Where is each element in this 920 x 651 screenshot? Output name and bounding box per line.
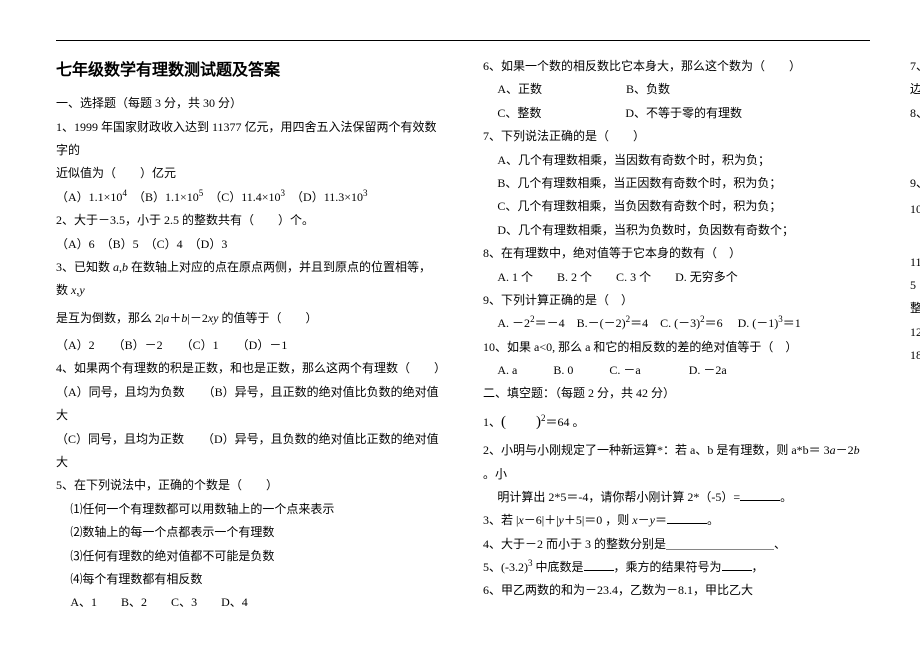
q7-d: D、几个有理数相乘，当积为负数时，负因数有奇数个； <box>483 219 870 242</box>
q5-1: ⑴任何一个有理数都可以用数轴上的一个点来表示 <box>56 498 443 521</box>
q7-b: B、几个有理数相乘，当正因数有奇数个时，积为负； <box>483 172 870 195</box>
document-title: 七年级数学有理数测试题及答案 <box>56 55 443 86</box>
q5-2: ⑵数轴上的每一个点都表示一个有理数 <box>56 521 443 544</box>
q9: 9、下列计算正确的是（ ） <box>483 289 870 312</box>
q5-4: ⑷每个有理数都有相反数 <box>56 568 443 591</box>
q6-a: A、正数 B、负数 <box>483 78 870 101</box>
fill-7: 7、在数轴上表示两个数，的数总比的大。（用"左边""右边"填空） <box>910 55 920 102</box>
q4-a: （A）同号，且均为负数 （B）异号，且正数的绝对值比负数的绝对值大 <box>56 381 443 428</box>
blank <box>667 512 707 524</box>
q6: 6、如果一个数的相反数比它本身大，那么这个数为（ ） <box>483 55 870 78</box>
q4: 4、如果两个有理数的积是正数，和也是正数，那么这两个有理数（ ） <box>56 357 443 380</box>
q4-b: （C）同号，且均为正数 （D）异号，且负数的绝对值比正数的绝对值大 <box>56 428 443 475</box>
fill-2-line2: 明计算出 2*5＝-4，请你帮小刚计算 2*（-5）=。 <box>483 486 870 509</box>
fill-3: 3、若 |x－6|＋|y＋5|＝0 ，则 x－y＝。 <box>483 509 870 532</box>
q8: 8、在有理数中，绝对值等于它本身的数有（ ） <box>483 242 870 265</box>
q2: 2、大于－3.5，小于 2.5 的整数共有（ ）个。 <box>56 209 443 232</box>
q1-line1: 1、1999 年国家财政收入达到 11377 亿元，用四舍五入法保留两个有效数字… <box>56 116 443 163</box>
fill-12: 12、数轴上原点右边 4.8 厘米处的点表示的有理数是 32，那么，数轴左边 1… <box>910 321 920 368</box>
q10: 10、如果 a<0, 那么 a 和它的相反数的差的绝对值等于（ ） <box>483 336 870 359</box>
fill-7a: 7、在数轴上表示两个数， <box>910 59 920 73</box>
q10-options: A. a B. 0 C. －a D. －2a <box>483 359 870 382</box>
q6-b: C、整数 D、不等于零的有理数 <box>483 102 870 125</box>
top-rule <box>56 40 870 41</box>
fill-11-line2: 整除。答：＿＿＿＿＿＿＿＿＿＿。 <box>910 297 920 320</box>
blank <box>722 559 752 571</box>
fill-5: 5、(-3.2)3 中底数是，乘方的结果符号为， <box>483 556 870 579</box>
q7-c: C、几个有理数相乘，当负因数有奇数个时，积为负； <box>483 195 870 218</box>
q1-line2: 近似值为（ ）亿元 <box>56 162 443 185</box>
section-2-header: 二、填空题：（每题 2 分，共 42 分） <box>483 382 870 405</box>
fill-1-prefix: 1、 <box>483 415 501 429</box>
q7: 7、下列说法正确的是（ ） <box>483 125 870 148</box>
blank <box>584 559 614 571</box>
blank <box>740 489 780 501</box>
q2-options: （A）6 （B）5 （C）4 （D）3 <box>56 233 443 256</box>
fill-1: 1、( )2＝64 。 <box>483 408 870 437</box>
q8-options: A. 1 个 B. 2 个 C. 3 个 D. 无穷多个 <box>483 266 870 289</box>
fill-2-text: 明计算出 2*5＝-4，请你帮小刚计算 2*（-5）= <box>497 490 740 504</box>
document-body: 七年级数学有理数测试题及答案 一、选择题（每题 3 分，共 30 分） 1、19… <box>0 0 920 651</box>
q5: 5、在下列说法中，正确的个数是（ ） <box>56 474 443 497</box>
fill-10-line2: 10＋ab＝102×ab (a,b 均为整数) 则 a+b＝。 <box>910 224 920 250</box>
fill-11-line1: 11、写出三个有理数，使它们满足：①是负数；②是整数；③能被 2、3、5 <box>910 251 920 298</box>
q7-a: A、几个有理数相乘，当因数有奇数个时，积为负； <box>483 149 870 172</box>
q9-options: A. －22＝－4 B.－(－2)2＝4 C. (－3)2＝6 D. (－1)3… <box>483 312 870 335</box>
fill-9: 9、若｜－a｜＝5,则 a＝________ <box>910 172 920 195</box>
q5-3: ⑶任何有理数的绝对值都不可能是负数 <box>56 545 443 568</box>
q3-options: （A）2 （B）－2 （C）1 （D）－1 <box>56 334 443 357</box>
fill-6: 6、甲乙两数的和为－23.4，乙数为－8.1，甲比乙大 <box>483 579 870 602</box>
fill-8-line1: 8、仔细观察、思考下面一列数有哪些规律：－2 ，4 ，－8 ，16 ，－32 ， <box>910 102 920 125</box>
fill-8-line2: 64 ，…………然后填出下面两空：（1）第 7 个数是＿＿＿＿；（2）第 n <box>910 125 920 148</box>
q3-line1: 3、已知数 a,b 在数轴上对应的点在原点两侧，并且到原点的位置相等，数 x,y <box>56 256 443 303</box>
q5-options: A、1 B、2 C、3 D、4 <box>56 591 443 614</box>
q3-line2: 是互为倒数，那么 2|a＋b|－2xy 的值等于（ ） <box>56 307 443 330</box>
fill-4: 4、大于－2 而小于 3 的整数分别是＿＿＿＿＿＿＿＿＿、 <box>483 533 870 556</box>
fill-10-prefix: 10 、 已 知 ： <box>910 202 920 216</box>
section-1-header: 一、选择题（每题 3 分，共 30 分） <box>56 92 443 115</box>
fill-8-line3: 个 数是＿＿＿＿＿。 <box>910 149 920 172</box>
fill-2-line1: 2、小明与小刚规定了一种新运算*：若 a、b 是有理数，则 a*b＝ 3a－2b… <box>483 439 870 486</box>
q1-options: （A）1.1×104 （B）1.1×105 （C）11.4×103 （D）11.… <box>56 186 443 209</box>
fill-10-line1: 10 、 已 知 ： 2＋23＝22×23,3＋38＝32×38,4＋415＝4… <box>910 195 920 224</box>
